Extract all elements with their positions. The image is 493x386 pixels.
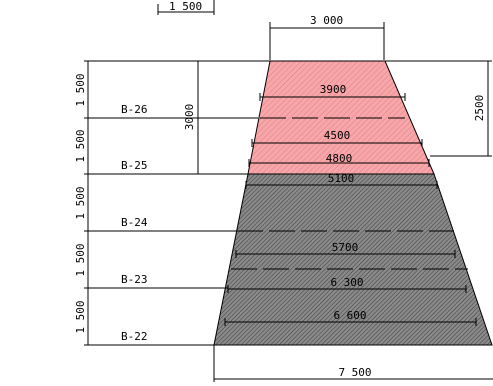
top-left-dimension: 1 500 <box>157 0 215 15</box>
bench-lines <box>87 117 258 346</box>
width-label: 5700 <box>332 241 359 254</box>
width-dimensions <box>224 93 477 326</box>
top-width-dimension: 3 000 <box>269 14 385 60</box>
width-label: 3900 <box>320 83 347 96</box>
bench-label: B-24 <box>121 216 148 229</box>
height-left-dimension: 3000 <box>183 61 199 174</box>
width-labels: 3900 4500 4800 5100 5700 6 300 6 600 <box>320 83 367 322</box>
level-label: 1 500 <box>74 186 87 219</box>
width-label: 5100 <box>328 172 355 185</box>
bench-labels: B-26 B-25 B-24 B-23 B-22 <box>121 103 148 343</box>
left-dimension-chain <box>84 60 270 346</box>
height-left-text: 3000 <box>183 104 196 131</box>
bench-label: B-25 <box>121 159 148 172</box>
level-labels: 1 500 1 500 1 500 1 500 1 500 <box>74 73 87 333</box>
level-label: 1 500 <box>74 73 87 106</box>
width-label: 6 300 <box>330 276 363 289</box>
top-left-dim-text: 1 500 <box>169 0 202 13</box>
bench-label: B-22 <box>121 330 148 343</box>
top-width-text: 3 000 <box>310 14 343 27</box>
bottom-width-text: 7 500 <box>338 366 371 379</box>
bottom-width-dimension: 7 500 <box>213 345 493 382</box>
height-right-text: 2500 <box>473 95 486 122</box>
bench-label: B-26 <box>121 103 148 116</box>
width-label: 4800 <box>326 152 353 165</box>
width-label: 4500 <box>324 129 351 142</box>
height-right-dimension: 2500 <box>385 60 492 157</box>
internal-dashed-lines <box>231 117 468 270</box>
bench-label: B-23 <box>121 273 148 286</box>
level-label: 1 500 <box>74 300 87 333</box>
level-label: 1 500 <box>74 243 87 276</box>
level-label: 1 500 <box>74 129 87 162</box>
width-label: 6 600 <box>333 309 366 322</box>
